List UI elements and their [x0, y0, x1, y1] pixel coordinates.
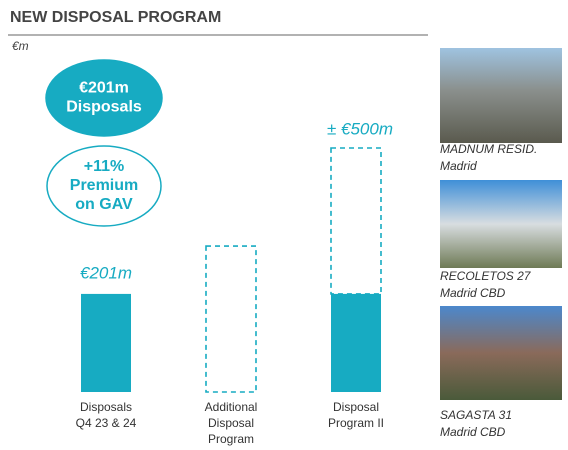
unit-label: €m: [12, 39, 29, 53]
x-tick-label: Disposal: [333, 400, 379, 414]
x-tick-label: Program II: [328, 416, 384, 430]
callout-text: on GAV: [75, 196, 133, 213]
photo: [440, 48, 562, 143]
value-label: €201m: [80, 263, 132, 282]
photo-caption: RECOLETOS 27: [440, 269, 532, 283]
x-tick-label: Disposal: [208, 416, 254, 430]
photo-caption: Madrid: [440, 159, 477, 173]
bar: [81, 294, 131, 392]
photo-caption: Madrid CBD: [440, 286, 506, 300]
slide: NEW DISPOSAL PROGRAM €m €201m ± €500m Disp…: [0, 0, 568, 450]
bar: [331, 294, 381, 392]
photo-caption: Madrid CBD: [440, 425, 506, 439]
photo: [440, 306, 562, 400]
x-tick-label: Program: [208, 432, 254, 446]
photo: [440, 180, 562, 268]
x-tick-label: Disposals: [80, 400, 132, 414]
photo-caption: SAGASTA 31: [440, 408, 512, 422]
x-tick-label: Additional: [205, 400, 258, 414]
callout-text: Disposals: [66, 99, 142, 116]
title: NEW DISPOSAL PROGRAM: [10, 9, 221, 26]
bar: [331, 148, 381, 294]
callout-text: +11%: [84, 158, 124, 175]
photo-caption: MADNUM RESID.: [440, 142, 537, 156]
callout-text: €201m: [79, 80, 129, 97]
callout-text: Premium: [70, 177, 138, 194]
x-tick-label: Q4 23 & 24: [76, 416, 137, 430]
bar: [206, 246, 256, 392]
total-label: ± €500m: [327, 119, 393, 138]
